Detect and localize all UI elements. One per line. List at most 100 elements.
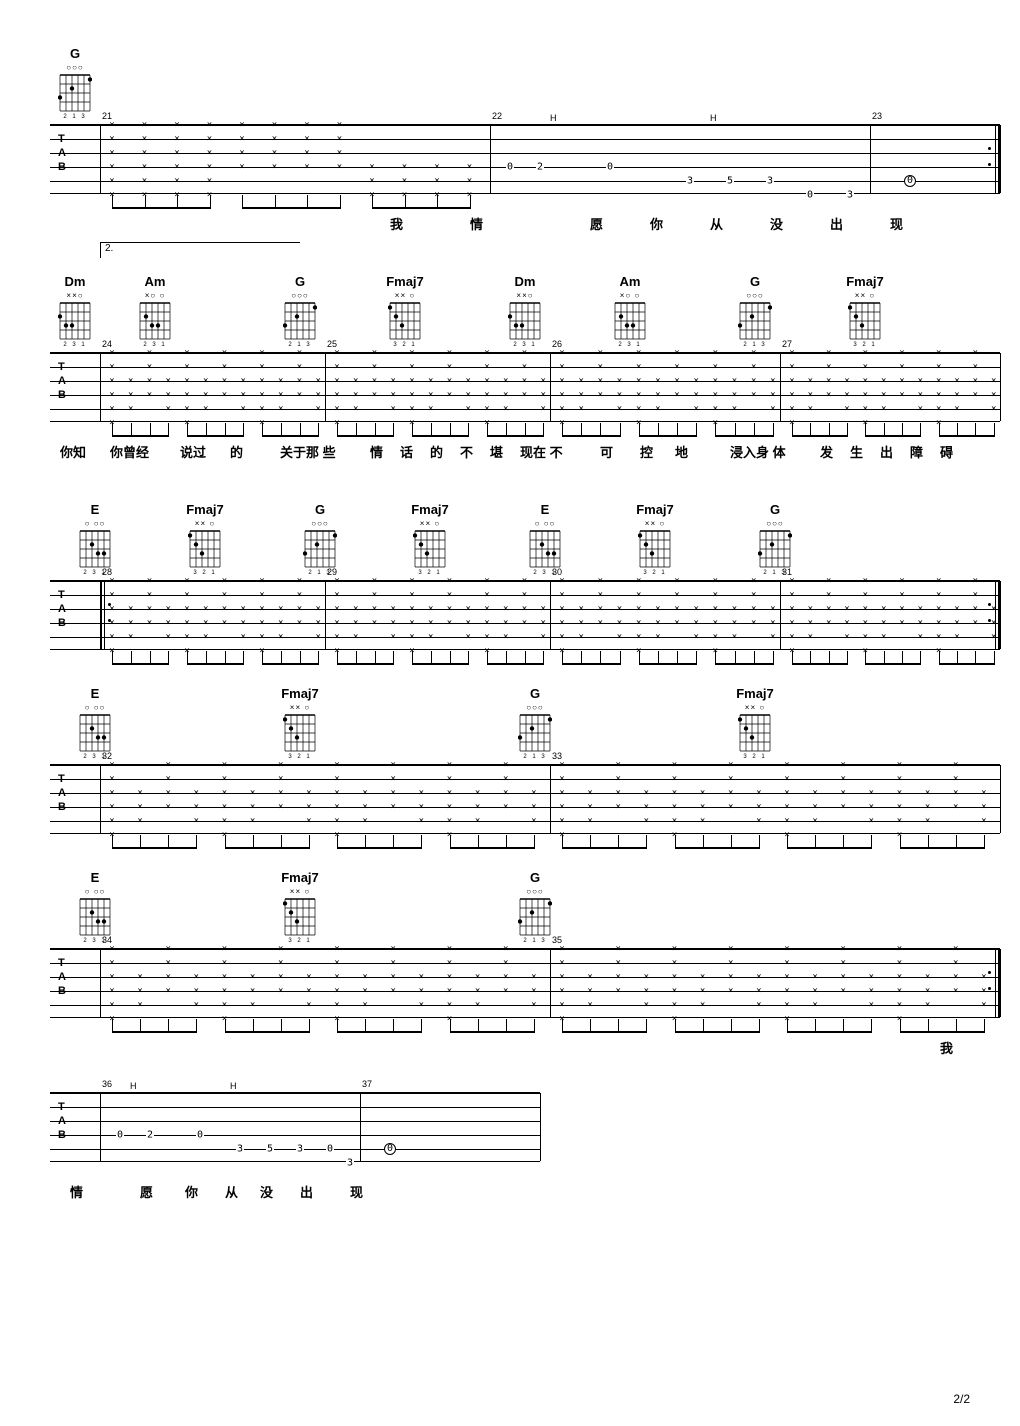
chord-row: E○ ○○2 3 1Fmaj7×× ○3 2 1G○○○2 1 3Fmaj7××… [50, 680, 970, 760]
strum-mark: × [503, 376, 508, 386]
strum-mark: × [587, 986, 592, 996]
system: 2.Dm××○2 3 1Am×○ ○2 3 1G○○○2 1 3Fmaj7×× … [50, 268, 970, 466]
lyric-syllable: 没 [260, 1182, 273, 1201]
chord-grid [613, 301, 647, 341]
strum-mark: × [147, 362, 152, 372]
strum-mark: × [166, 774, 171, 784]
strum-mark: × [391, 618, 396, 628]
fret-number: 3 [236, 1144, 244, 1155]
strum-mark: × [674, 390, 679, 400]
strum-mark: × [503, 958, 508, 968]
strum-mark: × [278, 986, 283, 996]
strum-mark: × [128, 618, 133, 628]
strum-mark: × [559, 972, 564, 982]
strum-mark: × [409, 376, 414, 386]
strum-mark: × [428, 404, 433, 414]
strum-mark: × [142, 134, 147, 144]
strum-mark: × [784, 802, 789, 812]
strum-mark: × [953, 972, 958, 982]
strum-mark: × [484, 362, 489, 372]
strum-mark: × [194, 972, 199, 982]
strum-mark: × [503, 618, 508, 628]
strum-mark: × [316, 618, 321, 628]
strum-mark: × [728, 958, 733, 968]
strum-mark: × [184, 376, 189, 386]
strum-mark: × [147, 590, 152, 600]
strum-mark: × [954, 390, 959, 400]
lyric-syllable: 情 [70, 1182, 83, 1201]
strum-mark: × [447, 816, 452, 826]
strum-mark: × [194, 1000, 199, 1010]
strum-mark: × [428, 618, 433, 628]
strum-mark: × [918, 390, 923, 400]
strum-mark: × [541, 632, 546, 642]
strum-mark: × [751, 376, 756, 386]
strum-mark: × [826, 362, 831, 372]
strum-mark: × [222, 788, 227, 798]
strum-mark: × [259, 376, 264, 386]
strum-mark: × [334, 632, 339, 642]
tab-label: T [58, 361, 65, 373]
strum-mark: × [372, 348, 377, 358]
strum-mark: × [674, 362, 679, 372]
strum-mark: × [841, 788, 846, 798]
strum-mark: × [559, 618, 564, 628]
strum-mark: × [222, 576, 227, 586]
chord-open-strings: ×× ○ [645, 519, 665, 528]
strum-mark: × [789, 618, 794, 628]
fret-number: 0 [196, 1130, 204, 1141]
strum-mark: × [713, 618, 718, 628]
fret-number: 0 [904, 175, 916, 187]
strum-mark: × [306, 788, 311, 798]
fret-number: 0 [116, 1130, 124, 1141]
fret-number: 5 [266, 1144, 274, 1155]
strum-mark: × [559, 376, 564, 386]
strum-mark: × [109, 148, 114, 158]
lyric-syllable: 没 [770, 214, 783, 233]
chord-open-strings: ×× ○ [745, 703, 765, 712]
strum-mark: × [713, 362, 718, 372]
strum-mark: × [897, 986, 902, 996]
strum-mark: × [973, 376, 978, 386]
strum-mark: × [409, 404, 414, 414]
strum-mark: × [503, 390, 508, 400]
chord-grid [508, 301, 542, 341]
strum-mark: × [531, 816, 536, 826]
strum-mark: × [918, 604, 923, 614]
strum-mark: × [334, 1000, 339, 1010]
strum-mark: × [954, 604, 959, 614]
strum-mark: × [428, 632, 433, 642]
strum-mark: × [484, 376, 489, 386]
strum-mark: × [636, 618, 641, 628]
strum-mark: × [147, 390, 152, 400]
chord-grid [138, 301, 172, 341]
strum-mark: × [304, 134, 309, 144]
lyrics-row: 情愿你从没出现 [50, 1182, 970, 1206]
strum-mark: × [522, 376, 527, 386]
strum-mark: × [109, 376, 114, 386]
strum-mark: × [475, 802, 480, 812]
strum-mark: × [899, 604, 904, 614]
chord-diagram: G○○○2 1 3 [750, 502, 800, 576]
strum-mark: × [419, 972, 424, 982]
strum-mark: × [109, 348, 114, 358]
strum-mark: × [559, 816, 564, 826]
strum-mark: × [297, 618, 302, 628]
lyric-syllable: 情 [370, 442, 383, 461]
strum-mark: × [713, 390, 718, 400]
chord-open-strings: ×× ○ [395, 291, 415, 300]
strum-mark: × [728, 788, 733, 798]
strum-mark: × [541, 390, 546, 400]
strum-mark: × [278, 944, 283, 954]
chord-grid [188, 529, 222, 569]
chord-fingers: 3 2 1 [643, 570, 666, 576]
strum-mark: × [728, 986, 733, 996]
lyric-syllable: 发 [820, 442, 833, 461]
strum-mark: × [222, 618, 227, 628]
strum-mark: × [559, 576, 564, 586]
strum-mark: × [841, 760, 846, 770]
strum-mark: × [973, 576, 978, 586]
fret-number: 2 [536, 162, 544, 173]
strum-mark: × [447, 618, 452, 628]
strum-mark: × [732, 618, 737, 628]
